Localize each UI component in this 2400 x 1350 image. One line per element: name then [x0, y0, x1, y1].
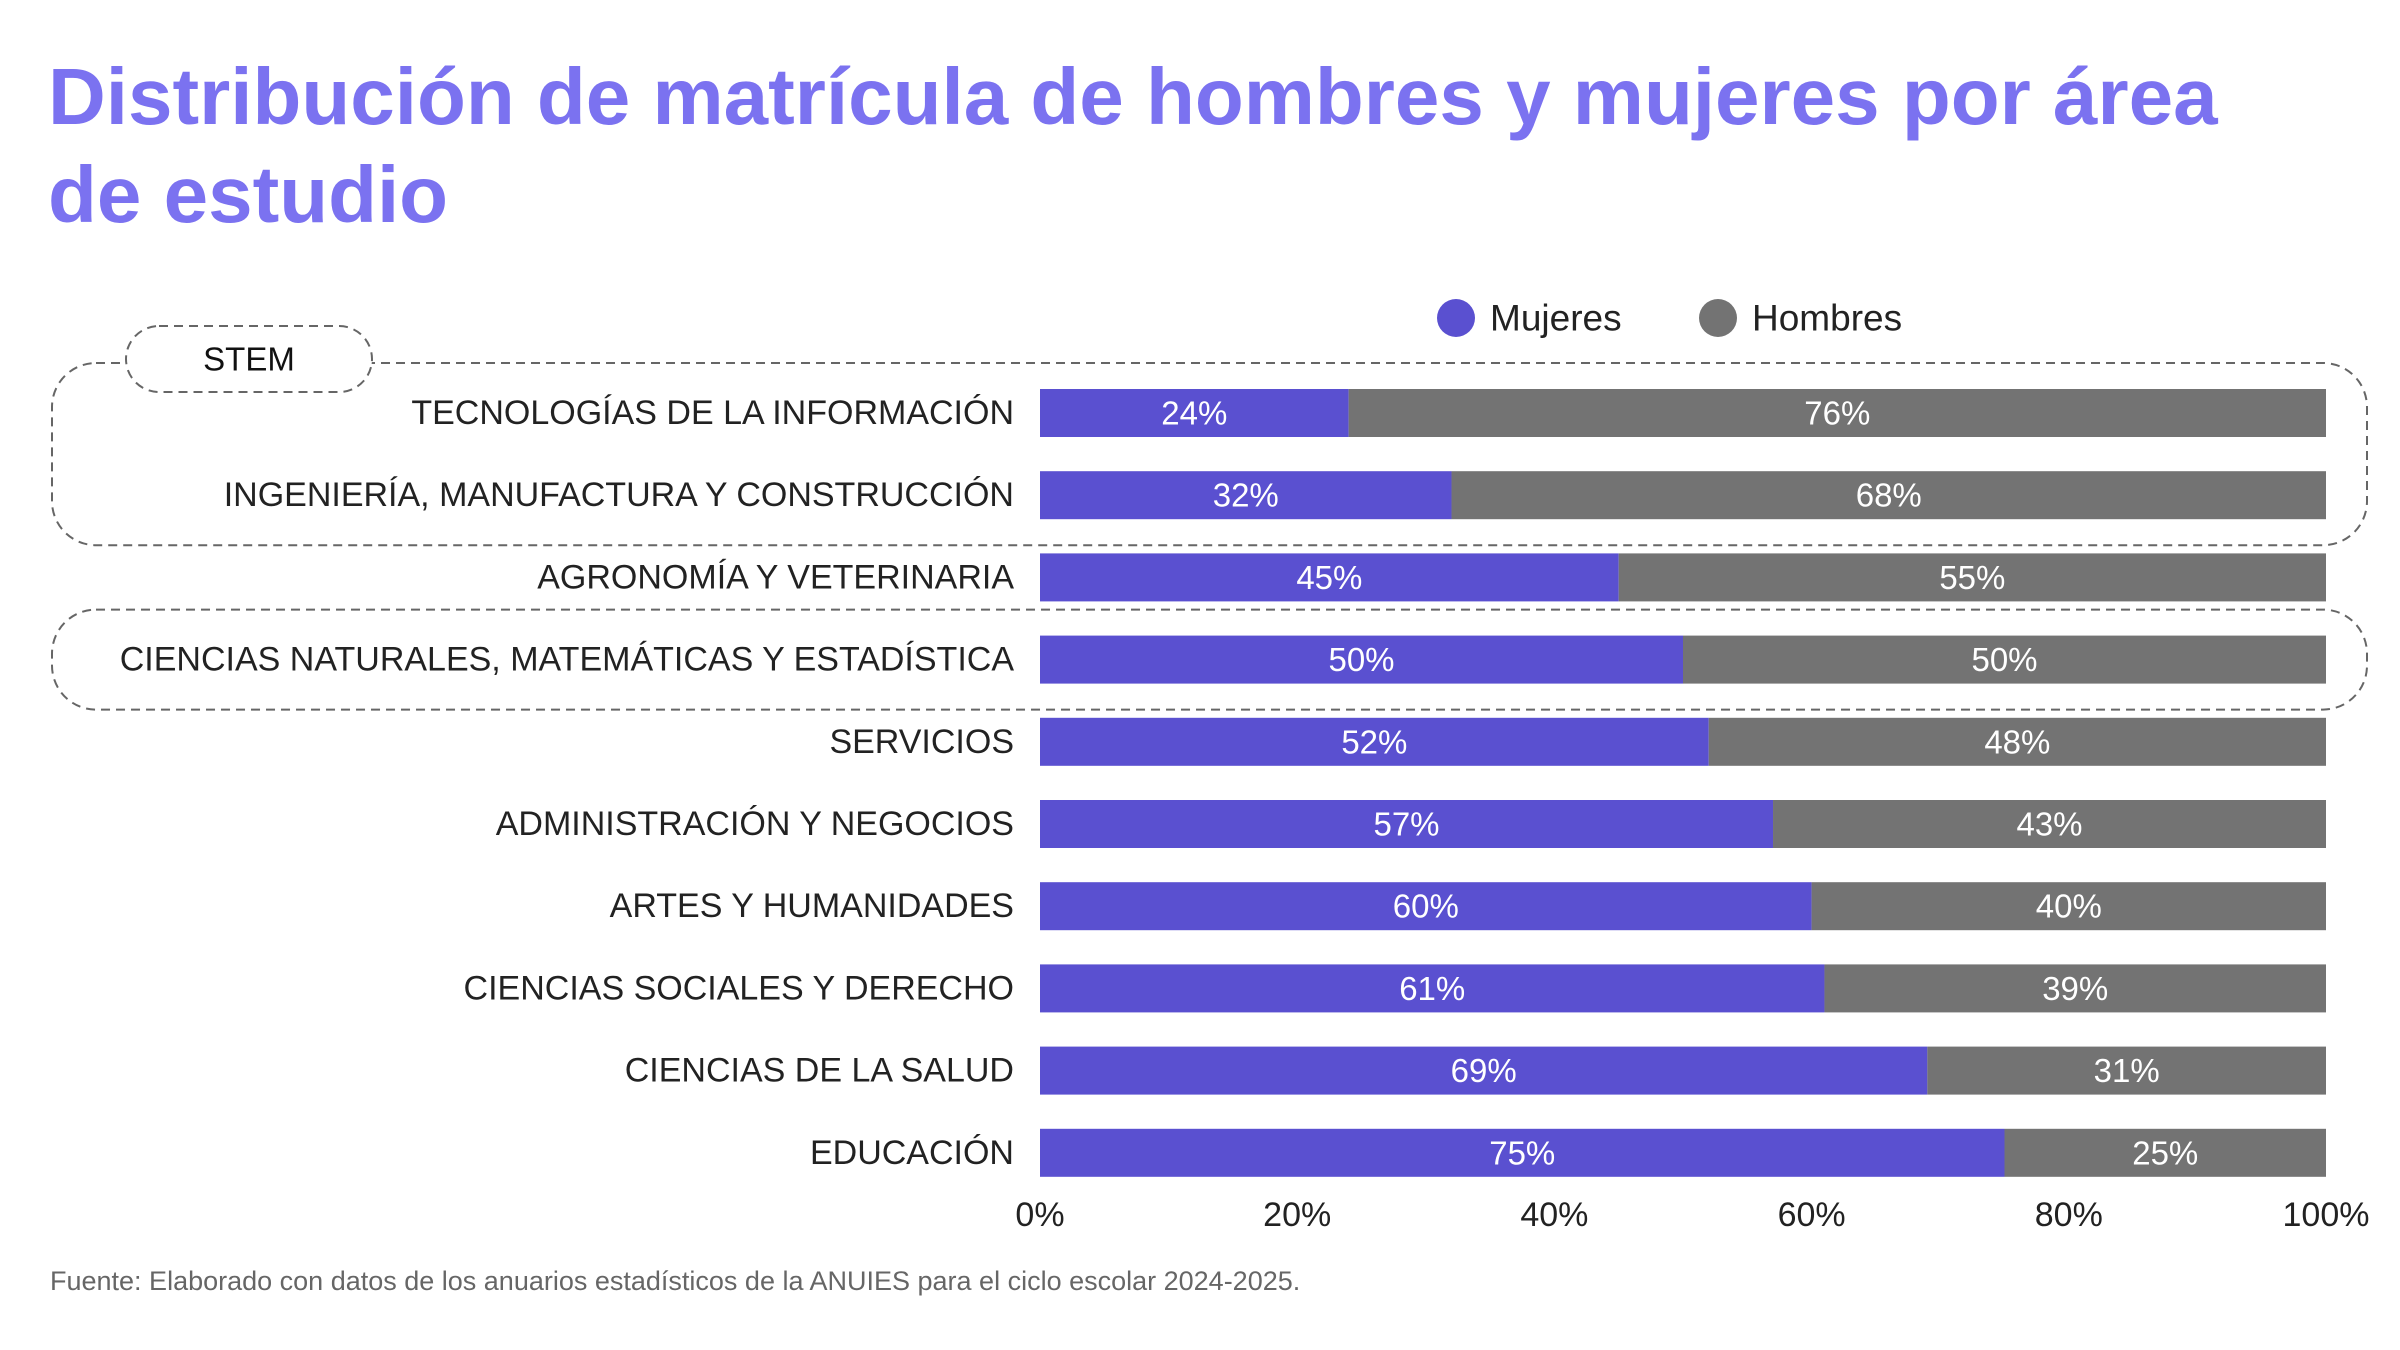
data-label: 69% [1451, 1052, 1517, 1089]
x-tick-label: 100% [2283, 1196, 2370, 1234]
bar-mujeres [1040, 717, 1709, 766]
bar-hombres [1708, 717, 2326, 766]
bar-mujeres [1040, 635, 1683, 684]
bar-mujeres [1040, 389, 1349, 437]
data-label: 43% [2016, 806, 2082, 843]
data-label: 48% [1984, 723, 2050, 760]
bar-hombres [1927, 1046, 2326, 1095]
data-label: 50% [1328, 641, 1394, 678]
data-label: 55% [1939, 559, 2005, 596]
bar-hombres [1773, 800, 2326, 848]
data-label: 50% [1971, 641, 2037, 678]
data-label: 68% [1856, 477, 1922, 514]
category-label: TECNOLOGÍAS DE LA INFORMACIÓN [411, 394, 1014, 432]
x-tick-label: 0% [1015, 1196, 1064, 1234]
data-label: 60% [1393, 888, 1459, 925]
bar-mujeres [1040, 800, 1774, 848]
bar-hombres [1618, 553, 2326, 602]
data-label: 57% [1373, 806, 1439, 843]
bar-hombres [2004, 1128, 2326, 1177]
bar-mujeres [1040, 471, 1452, 520]
data-label: 40% [2036, 888, 2102, 925]
stem-pill [125, 325, 373, 393]
legend-label: Mujeres [1490, 298, 1622, 339]
data-label: 76% [1804, 395, 1870, 432]
bar-hombres [1348, 389, 2326, 437]
category-label: CIENCIAS DE LA SALUD [625, 1052, 1014, 1090]
data-label: 31% [2094, 1052, 2160, 1089]
data-label: 39% [2042, 970, 2108, 1007]
x-tick-label: 40% [1520, 1196, 1588, 1234]
data-label: 75% [1489, 1134, 1555, 1171]
category-label: AGRONOMÍA Y VETERINARIA [537, 558, 1014, 596]
chart-title: Distribución de matrícula de hombres y m… [48, 52, 2218, 239]
bar-hombres [1811, 882, 2326, 931]
legend-swatch-mujeres [1437, 299, 1475, 337]
x-tick-label: 80% [2035, 1196, 2103, 1234]
x-tick-label: 20% [1263, 1196, 1331, 1234]
data-label: 45% [1296, 559, 1362, 596]
data-label: 52% [1341, 723, 1407, 760]
category-label: ARTES Y HUMANIDADES [610, 887, 1014, 925]
bar-mujeres [1040, 1046, 1928, 1095]
bar-mujeres [1040, 1128, 2005, 1177]
bar-hombres [1451, 471, 2326, 520]
category-label: EDUCACIÓN [810, 1134, 1014, 1172]
bar-hombres [1824, 964, 2326, 1013]
source-note: Fuente: Elaborado con datos de los anuar… [50, 1266, 1301, 1296]
stem-group-outline-0 [51, 362, 2368, 547]
bar-mujeres [1040, 964, 1825, 1013]
stem-group-outline-1 [51, 608, 2368, 711]
bar-hombres [1683, 635, 2326, 684]
data-label: 61% [1399, 970, 1465, 1007]
x-tick-label: 60% [1778, 1196, 1846, 1234]
stem-label: STEM [203, 341, 295, 378]
category-label: SERVICIOS [829, 723, 1014, 761]
bar-mujeres [1040, 882, 1812, 931]
data-label: 32% [1213, 477, 1279, 514]
data-label: 25% [2132, 1134, 2198, 1171]
legend-swatch-hombres [1699, 299, 1737, 337]
category-label: CIENCIAS SOCIALES Y DERECHO [464, 969, 1014, 1007]
category-label: INGENIERÍA, MANUFACTURA Y CONSTRUCCIÓN [224, 476, 1014, 514]
category-label: CIENCIAS NATURALES, MATEMÁTICAS Y ESTADÍ… [120, 641, 1015, 679]
bar-mujeres [1040, 553, 1619, 602]
category-label: ADMINISTRACIÓN Y NEGOCIOS [496, 805, 1014, 843]
legend-label: Hombres [1752, 298, 1902, 339]
data-label: 24% [1161, 395, 1227, 432]
